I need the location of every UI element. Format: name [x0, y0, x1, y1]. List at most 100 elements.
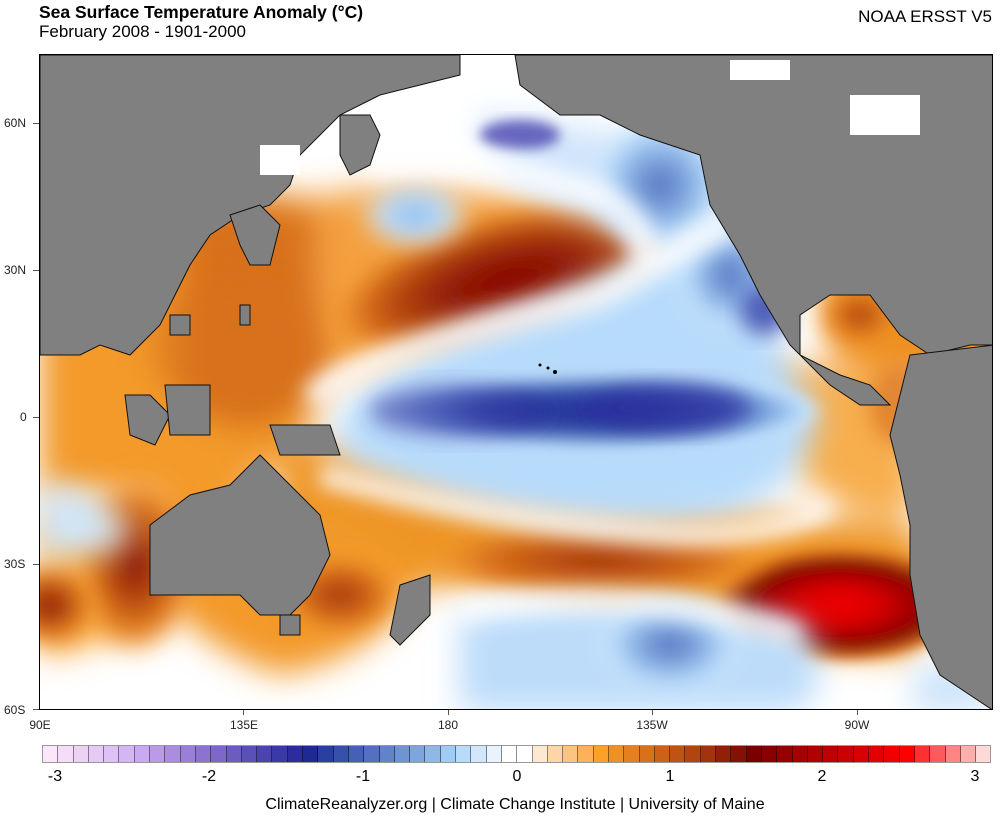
- colorbar-swatch: [333, 746, 349, 762]
- colorbar-swatch: [838, 746, 854, 762]
- colorbar-swatch: [761, 746, 778, 762]
- equatorial-cold-core-east: [590, 383, 750, 431]
- credit-footer: ClimateReanalyzer.org | Climate Change I…: [265, 796, 765, 813]
- land-philippines: [169, 314, 191, 336]
- colorbar-swatch: [654, 746, 671, 762]
- colorbar-swatch: [394, 746, 411, 762]
- colorbar-swatch: [73, 746, 89, 762]
- colorbar-tick-label: 0: [512, 768, 522, 785]
- lon-tick-label: 90E: [29, 718, 51, 732]
- land-new-zealand: [389, 574, 431, 646]
- colorbar-swatch: [639, 746, 655, 762]
- colorbar-swatch: [364, 746, 380, 762]
- colorbar-swatch: [547, 746, 564, 762]
- colorbar-swatch: [318, 746, 334, 762]
- colorbar-swatch: [624, 746, 640, 762]
- colorbar-swatch: [945, 746, 961, 762]
- colorbar-swatch: [517, 746, 533, 762]
- dataset-label: NOAA ERSST V5: [858, 7, 992, 26]
- colorbar-swatch: [440, 746, 457, 762]
- colorbar-swatch: [348, 746, 365, 762]
- colorbar-swatch: [287, 746, 304, 762]
- colorbar-swatch: [257, 746, 273, 762]
- land-masses: [40, 55, 992, 709]
- colorbar-swatch: [792, 746, 808, 762]
- colorbar-swatch: [134, 746, 151, 762]
- colorbar-swatch: [241, 746, 258, 762]
- lat-tick-mark: [33, 709, 39, 710]
- no-data-patches: [260, 60, 920, 175]
- colorbar-swatch: [670, 746, 686, 762]
- colorbar-swatch: [593, 746, 609, 762]
- colorbar-swatch: [960, 746, 977, 762]
- kuroshio-cold-patch: [355, 177, 475, 253]
- land-taiwan: [239, 304, 251, 326]
- gulf-of-alaska-cold: [480, 120, 560, 150]
- colorbar-swatch: [410, 746, 426, 762]
- land-sumatra: [124, 394, 171, 446]
- lon-tick-mark: [243, 710, 244, 715]
- colorbar-swatch: [899, 746, 915, 762]
- colorbar-tick-label: 1: [665, 768, 675, 785]
- colorbar-swatch: [716, 746, 732, 762]
- colorbar-swatch: [914, 746, 931, 762]
- colorbar-swatch: [119, 746, 135, 762]
- lat-tick-mark: [33, 564, 39, 565]
- colorbar-swatch: [823, 746, 839, 762]
- colorbar-swatch: [501, 746, 518, 762]
- colorbar-swatch: [456, 746, 472, 762]
- land-japan: [229, 204, 281, 266]
- colorbar-swatch: [303, 746, 319, 762]
- colorbar-swatch: [563, 746, 579, 762]
- lat-tick-label: 60N: [4, 116, 27, 130]
- colorbar-tick-label: 2: [817, 768, 827, 785]
- map-subtitle: February 2008 - 1901-2000: [39, 22, 246, 41]
- colorbar-swatch: [532, 746, 548, 762]
- land-south-america: [889, 344, 992, 709]
- colorbar-swatch: [930, 746, 946, 762]
- lon-tick-mark: [448, 710, 449, 715]
- land-australia: [149, 454, 331, 616]
- lon-tick-label: 135E: [229, 718, 259, 732]
- colorbar-swatch: [150, 746, 166, 762]
- colorbar-swatch: [976, 746, 991, 762]
- colorbar-swatch: [272, 746, 288, 762]
- map-canvas: [40, 55, 992, 709]
- colorbar-swatch: [104, 746, 120, 762]
- colorbar-swatch: [425, 746, 441, 762]
- colorbar-swatch: [884, 746, 900, 762]
- lat-tick-label: 60S: [4, 703, 26, 717]
- colorbar-swatch: [43, 746, 59, 762]
- colorbar-swatch: [700, 746, 717, 762]
- lat-tick-mark: [33, 123, 39, 124]
- colorbar-swatch: [211, 746, 227, 762]
- colorbar-swatch: [486, 746, 502, 762]
- lat-tick-mark: [33, 417, 39, 418]
- lat-tick-label: 30N: [4, 263, 27, 277]
- colorbar-swatch: [807, 746, 824, 762]
- colorbar-swatch: [731, 746, 747, 762]
- map-title: Sea Surface Temperature Anomaly (°C): [39, 2, 364, 22]
- land-borneo: [164, 384, 211, 436]
- colorbar-swatch: [578, 746, 594, 762]
- colorbar-legend: [42, 745, 991, 763]
- lon-tick-label: 180: [437, 718, 459, 732]
- colorbar-swatch: [471, 746, 487, 762]
- lon-tick-label: 90W: [844, 718, 870, 732]
- colorbar-swatch: [777, 746, 793, 762]
- colorbar-swatch: [195, 746, 212, 762]
- lat-tick-label: 0: [20, 410, 27, 424]
- colorbar-swatch: [58, 746, 74, 762]
- lon-tick-label: 135W: [636, 718, 668, 732]
- colorbar-swatch: [853, 746, 870, 762]
- equatorial-cold-core-west: [370, 385, 550, 437]
- colorbar-swatch: [165, 746, 181, 762]
- colorbar-swatch: [869, 746, 885, 762]
- land-kamchatka: [339, 114, 381, 176]
- land-new-guinea: [269, 424, 341, 456]
- colorbar-tick-label: 3: [970, 768, 980, 785]
- colorbar-tick-label: -1: [355, 768, 371, 785]
- colorbar-swatch: [685, 746, 701, 762]
- colorbar-tick-label: -2: [201, 768, 217, 785]
- land-tasmania: [279, 614, 301, 636]
